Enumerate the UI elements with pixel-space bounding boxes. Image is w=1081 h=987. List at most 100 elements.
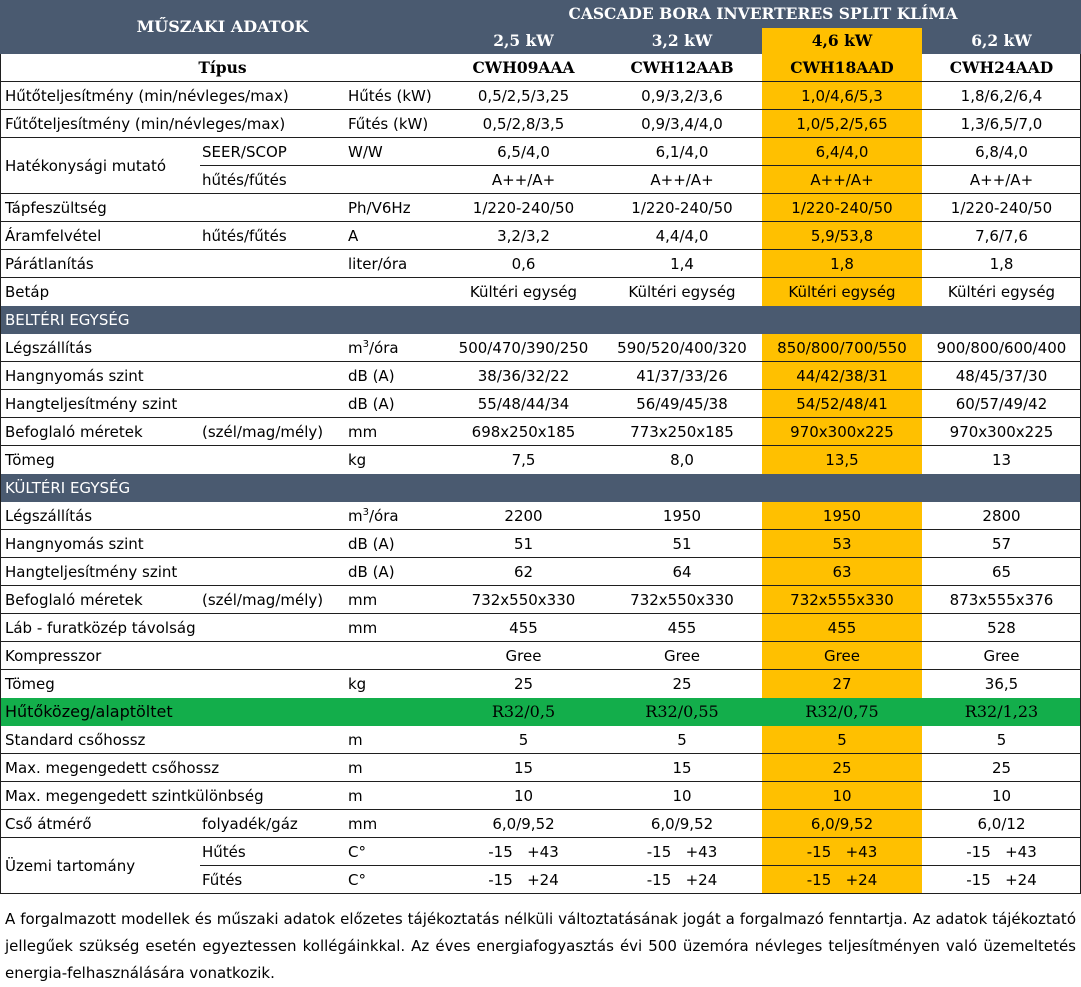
table-header: MŰSZAKI ADATOK CASCADE BORA INVERTERES S…	[0, 0, 1081, 54]
grid-line	[0, 529, 1081, 530]
row-sublabel: Hűtés	[202, 843, 246, 861]
row-value: 65	[991, 563, 1012, 581]
row-value: Kültéri egység	[762, 278, 922, 306]
capacity-header: 3,2 kW	[651, 31, 713, 50]
row-value: -15 +43	[966, 843, 1037, 861]
row-value: 25	[991, 759, 1012, 777]
row-value: 0,9/3,4/4,0	[641, 115, 723, 133]
table-row: Üzemi tartomány	[0, 838, 1081, 894]
table-row: Cső átmérő folyadék/gáz mm 6,0/9,52 6,0/…	[0, 810, 1081, 838]
table-row: Hangnyomás szint dB (A) 38/36/32/22 41/3…	[0, 362, 1081, 390]
row-value: 10	[513, 787, 534, 805]
table-row: Hangteljesítmény szint dB (A) 55/48/44/3…	[0, 390, 1081, 418]
row-value: 2200	[504, 507, 543, 525]
row-value: 590/520/400/320	[617, 339, 747, 357]
row-unit: dB (A)	[348, 367, 395, 385]
row-value: 1/220-240/50	[950, 199, 1053, 217]
row-value: 0,9/3,2/3,6	[641, 87, 723, 105]
row-unit: m	[348, 759, 363, 777]
capacity-header: 2,5 kW	[493, 31, 554, 50]
model-name: CWH09AAA	[472, 58, 575, 77]
row-sublabel: (szél/mag/mély)	[202, 423, 324, 441]
product-title: CASCADE BORA INVERTERES SPLIT KLÍMA	[568, 4, 958, 23]
grid-line	[0, 613, 1081, 614]
row-value: 1,0/4,6/5,3	[762, 82, 922, 110]
row-value: 51	[672, 535, 692, 553]
row-unit: m	[348, 787, 363, 805]
row-unit: dB (A)	[348, 395, 395, 413]
row-value: 36,5	[984, 675, 1019, 693]
row-value: 773x250x185	[630, 423, 734, 441]
row-unit: mm	[348, 619, 378, 637]
model-name-highlighted: CWH18AAD	[762, 54, 922, 82]
row-value: 57	[991, 535, 1012, 553]
row-value: 1,4	[670, 255, 694, 273]
row-value: 900/800/600/400	[936, 339, 1067, 357]
row-label: Hűtőteljesítmény (min/névleges/max)	[5, 87, 289, 105]
row-sublabel: hűtés/fűtés	[202, 227, 287, 245]
row-value: 1/220-240/50	[472, 199, 575, 217]
row-unit: m3/óra	[348, 507, 399, 525]
row-label: Légszállítás	[5, 507, 93, 525]
grid-line	[0, 137, 1081, 138]
row-label: Befoglaló méretek	[5, 423, 143, 441]
row-value: 873x555x376	[949, 591, 1054, 609]
grid-line	[200, 165, 1081, 166]
row-value: 732x550x330	[630, 591, 734, 609]
grid-line	[0, 389, 1081, 390]
row-value: 4,4/4,0	[655, 227, 709, 245]
row-label: Hangteljesítmény szint	[5, 563, 178, 581]
grid-line	[0, 753, 1081, 754]
row-value: 6,0/9,52	[762, 810, 922, 838]
row-value: 63	[762, 558, 922, 586]
row-value: 5,9/53,8	[762, 222, 922, 250]
row-unit: Ph/V6Hz	[348, 199, 411, 217]
table-row: Hatékonysági mutató	[0, 138, 1081, 194]
row-value: 5	[996, 731, 1007, 749]
row-value: -15 +24	[488, 871, 559, 889]
row-value: 732x550x330	[471, 591, 576, 609]
row-value: 15	[672, 759, 692, 777]
row-unit: dB (A)	[348, 535, 395, 553]
row-value: 6,0/12	[977, 815, 1026, 833]
row-value: 64	[672, 563, 692, 581]
grid-line	[0, 837, 1081, 838]
row-value: 6,0/9,52	[492, 815, 555, 833]
row-value: 15	[513, 759, 534, 777]
row-label: Áramfelvétel	[5, 227, 102, 245]
row-unit: Fűtés (kW)	[348, 115, 429, 133]
grid-line	[0, 809, 1081, 810]
row-sublabel: folyadék/gáz	[202, 815, 298, 833]
row-value: 7,5	[511, 451, 536, 469]
table-row: Párátlanítás liter/óra 0,6 1,4 1,8 1,8	[0, 250, 1081, 278]
row-value: 970x300x225	[762, 418, 922, 446]
row-value: 3,2/3,2	[497, 227, 550, 245]
row-value: 732x555x330	[762, 586, 922, 614]
row-label: Fűtőteljesítmény (min/névleges/max)	[5, 115, 286, 133]
model-name: CWH12AAB	[630, 58, 734, 77]
row-value: 5	[518, 731, 529, 749]
table-border	[0, 54, 1, 894]
section-outdoor: KÜLTÉRI EGYSÉG	[0, 474, 1081, 502]
row-value: 41/37/33/26	[636, 367, 728, 385]
table-row: Kompresszor Gree Gree Gree Gree	[0, 642, 1081, 670]
row-value: Gree	[505, 647, 542, 665]
row-label: Tömeg	[5, 451, 55, 469]
row-value: 13	[991, 451, 1012, 469]
row-sublabel: SEER/SCOP	[202, 143, 287, 161]
capacity-header-highlighted: 4,6 kW	[762, 28, 922, 54]
row-value: A++/A+	[969, 171, 1034, 189]
row-value: 1/220-240/50	[762, 194, 922, 222]
row-unit: Hűtés (kW)	[348, 87, 432, 105]
table-title: MŰSZAKI ADATOK	[136, 17, 309, 36]
row-label: Láb - furatközép távolság	[5, 619, 196, 637]
row-value: 1,3/6,5/7,0	[960, 115, 1043, 133]
row-label: Standard csőhossz	[5, 731, 146, 749]
row-value: 1,8/6,2/6,4	[960, 87, 1043, 105]
row-unit: W/W	[348, 143, 383, 161]
row-value: 44/42/38/31	[762, 362, 922, 390]
grid-line	[0, 417, 1081, 418]
row-sublabel: (szél/mag/mély)	[202, 591, 324, 609]
row-value: 54/52/48/41	[762, 390, 922, 418]
row-value: 0,5/2,5/3,25	[477, 87, 570, 105]
